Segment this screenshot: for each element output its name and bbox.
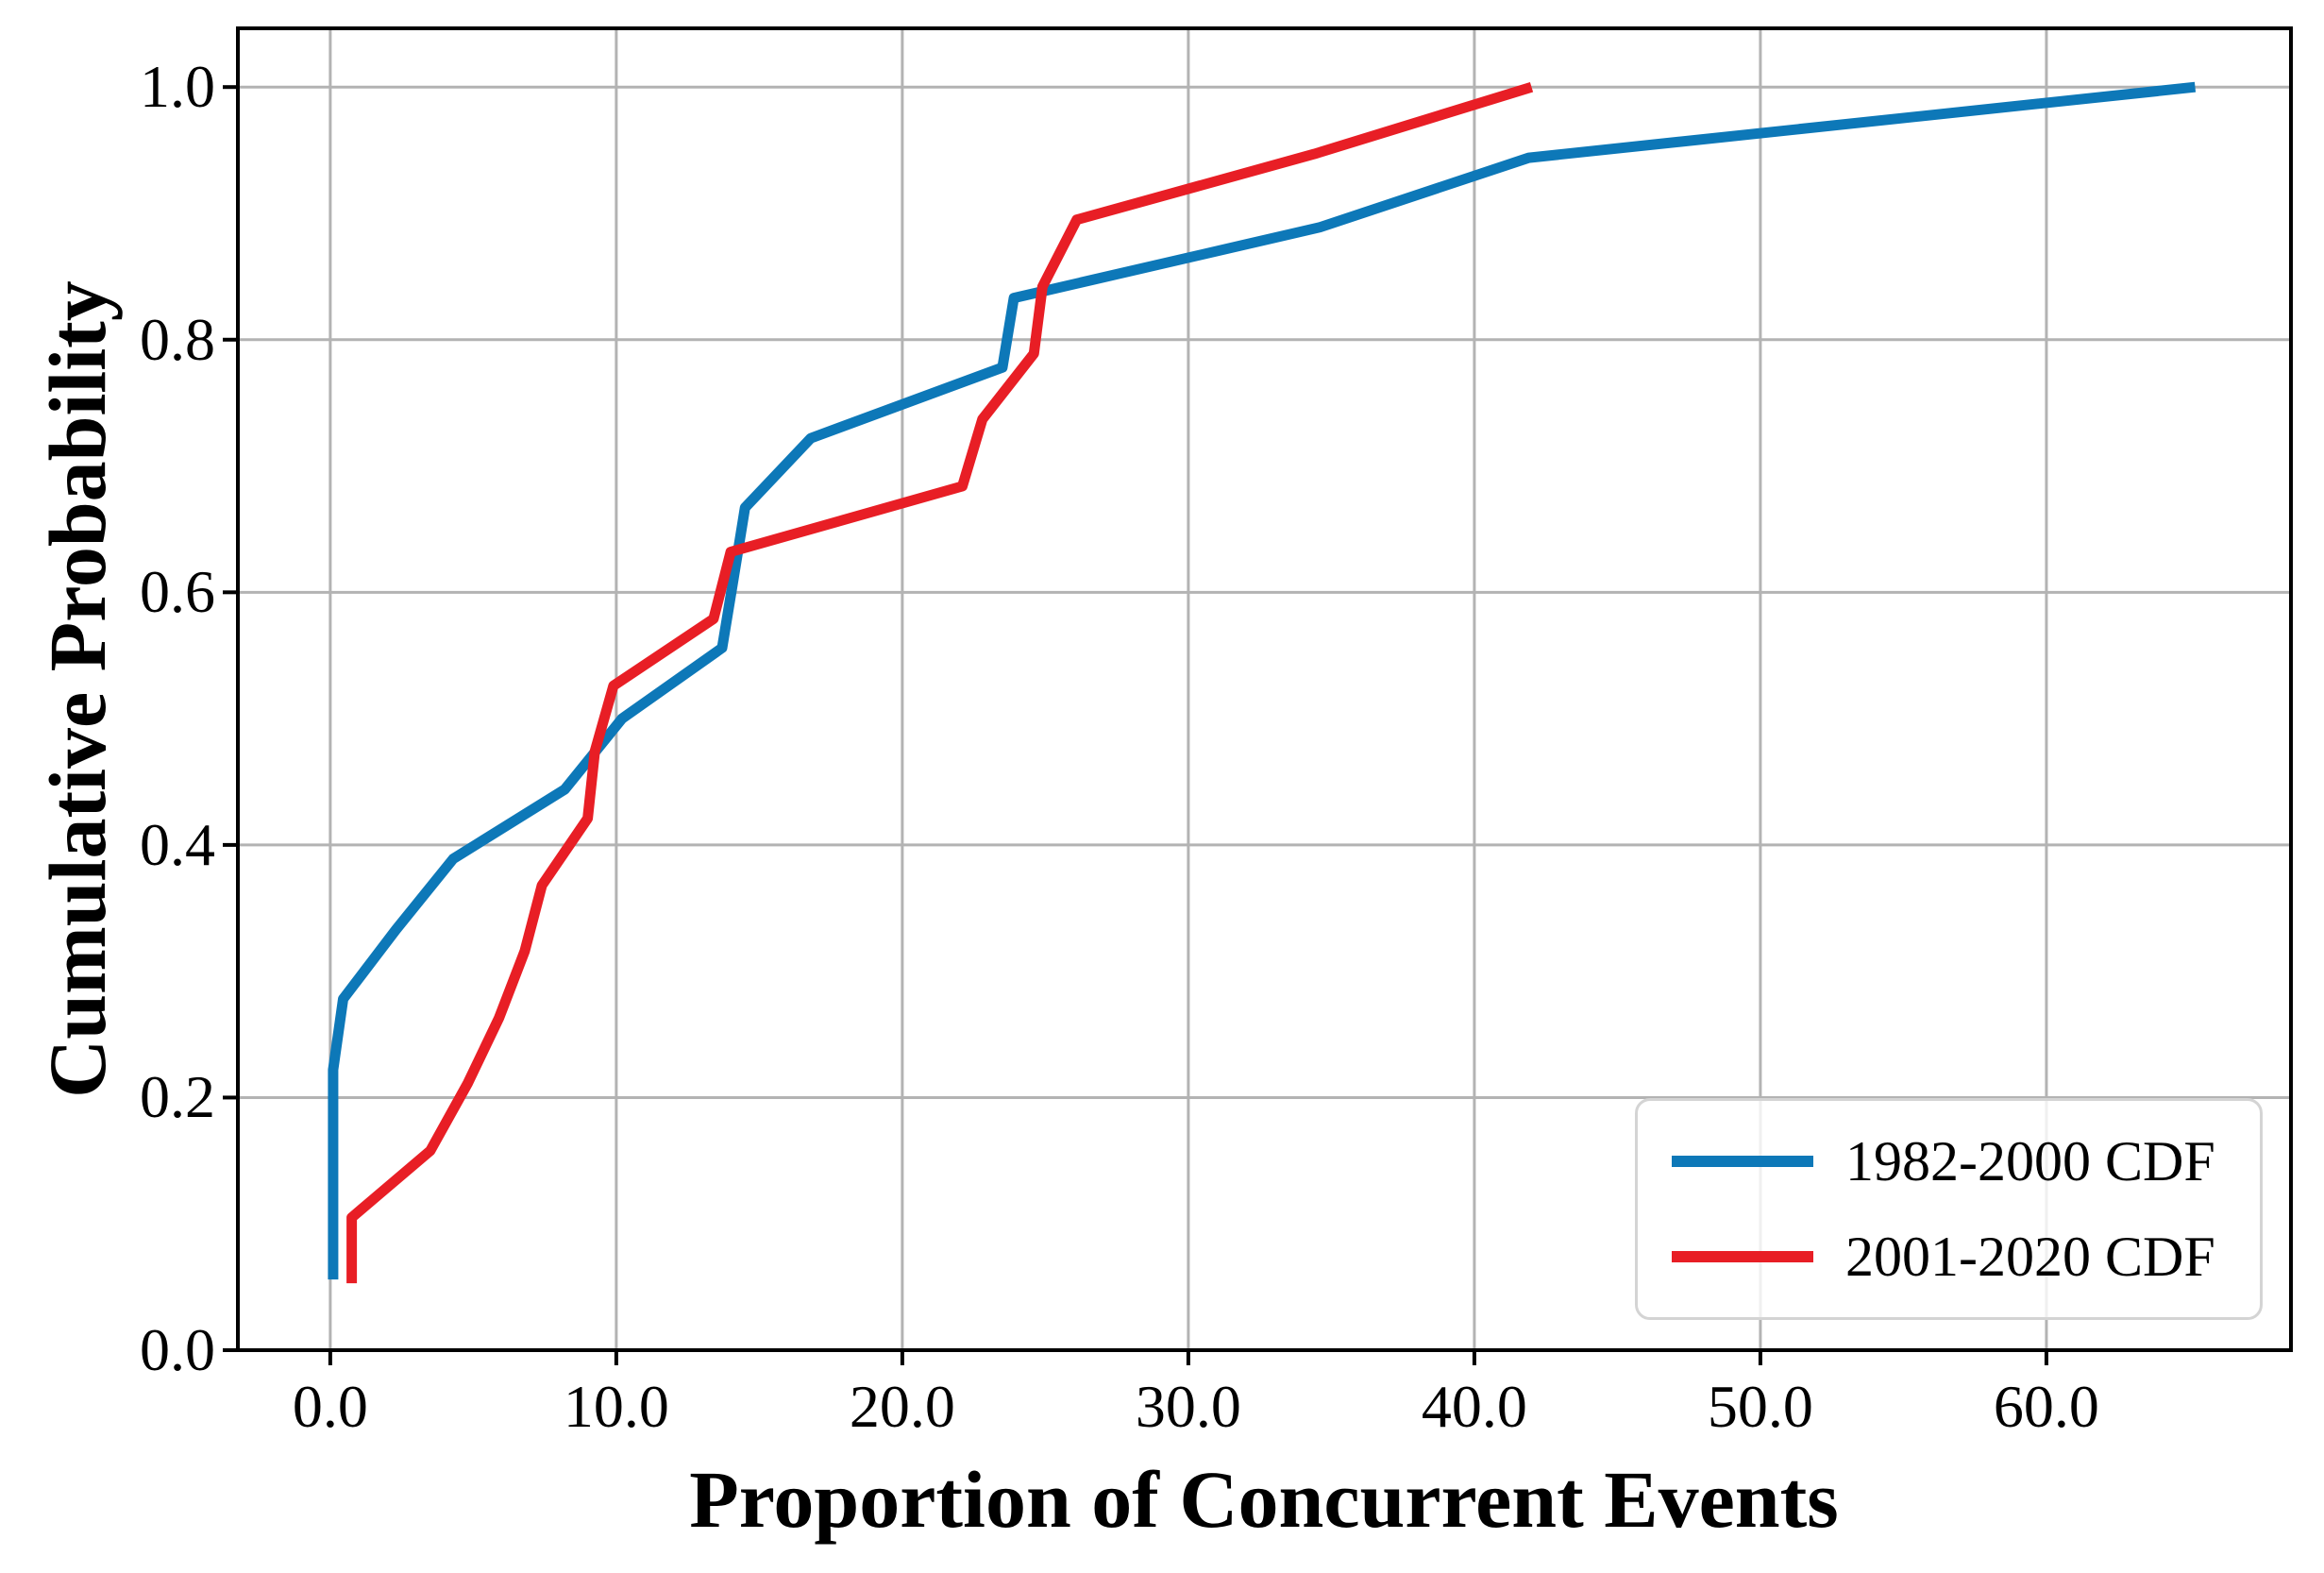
y-tick-label: 0.2 — [140, 1063, 215, 1131]
legend-line-swatch — [1672, 1156, 1813, 1168]
x-tick-label: 10.0 — [563, 1373, 669, 1440]
y-tick-label: 0.0 — [140, 1316, 215, 1383]
legend: 1982-2000 CDF 2001-2020 CDF — [1635, 1098, 2263, 1320]
plot-canvas — [223, 26, 2293, 1365]
legend-item: 2001-2020 CDF — [1672, 1223, 2250, 1291]
y-tick-label: 0.6 — [140, 558, 215, 626]
legend-line-swatch — [1672, 1250, 1813, 1262]
x-tick-label: 40.0 — [1421, 1373, 1527, 1440]
y-tick-label: 1.0 — [140, 53, 215, 121]
x-tick-label: 50.0 — [1707, 1373, 1813, 1440]
plot-area — [223, 26, 2293, 1365]
cdf-line-1982-2000-cdf — [328, 81, 2197, 1280]
y-tick-label: 0.4 — [140, 810, 215, 878]
plot-frame — [236, 26, 2293, 1352]
y-tick-label: 0.8 — [140, 305, 215, 373]
legend-label: 1982-2000 CDF — [1845, 1130, 2215, 1193]
y-axis-title: Cumulative Probability — [32, 280, 123, 1098]
x-tick-label: 0.0 — [292, 1373, 368, 1440]
cdf-line-2001-2020-cdf — [346, 81, 1534, 1284]
x-tick-label: 60.0 — [1993, 1373, 2099, 1440]
x-tick-label: 20.0 — [849, 1373, 955, 1440]
legend-label: 2001-2020 CDF — [1845, 1225, 2215, 1288]
x-axis-title: Proportion of Concurrent Events — [689, 1454, 1839, 1545]
x-tick-label: 30.0 — [1135, 1373, 1241, 1440]
legend-item: 1982-2000 CDF — [1672, 1127, 2250, 1195]
